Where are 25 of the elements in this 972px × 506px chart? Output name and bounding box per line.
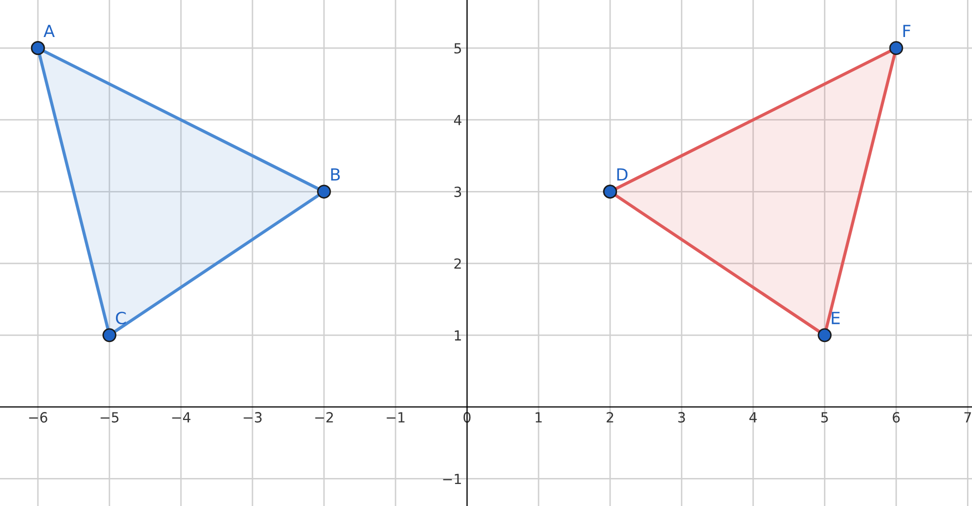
- x-tick-label: −5: [100, 412, 118, 423]
- annotation: F: [903, 24, 910, 37]
- x-tick-label: 4: [749, 412, 757, 422]
- y-tick-label: 2: [454, 258, 461, 269]
- x-tick-label: 6: [892, 412, 900, 423]
- x-tick-label: −3: [244, 412, 262, 423]
- annotation: B: [331, 168, 340, 181]
- x-tick-label: −6: [29, 412, 48, 423]
- x-tick-label: 5: [821, 412, 828, 423]
- y-tick-label: 5: [454, 43, 461, 54]
- annotation: A: [44, 24, 55, 37]
- y-tick-label: 4: [454, 115, 462, 126]
- annotation: C: [116, 312, 126, 324]
- x-tick-label: 3: [678, 412, 685, 423]
- x-tick-label: 2: [606, 412, 614, 422]
- x-tick-label: −4: [172, 412, 190, 422]
- y-tick-label: 1: [454, 330, 461, 340]
- x-tick-label: 7: [964, 412, 971, 422]
- x-tick-label: −1: [386, 412, 404, 422]
- annotation: D: [617, 168, 628, 181]
- y-tick-label: 3: [454, 186, 462, 198]
- annotation: E: [832, 312, 840, 324]
- x-tick-label: −2: [315, 412, 333, 422]
- x-tick-label: 1: [536, 412, 542, 422]
- y-tick-label: −1: [443, 474, 461, 484]
